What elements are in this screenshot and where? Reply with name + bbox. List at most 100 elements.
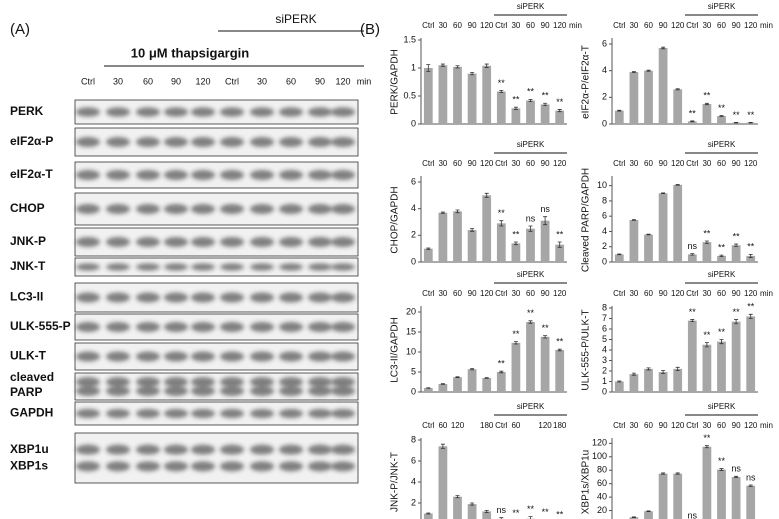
y-axis-label: ULK-555-P/ULK-T [581, 309, 592, 390]
x-tick-label: 30 [702, 289, 711, 298]
bar [423, 248, 433, 262]
x-tick-label: 60 [644, 21, 653, 30]
row-label: cleaved [10, 370, 54, 384]
y-tick-label: 6 [602, 38, 607, 48]
bar [423, 68, 433, 124]
blot-band [191, 377, 215, 387]
x-tick-label: Ctrl [422, 159, 435, 168]
significance-label: ns [526, 213, 536, 223]
blot-band [331, 322, 355, 332]
blot-band [106, 170, 130, 180]
x-tick-label: Ctrl [495, 289, 508, 298]
x-tick-label: 90 [732, 159, 741, 168]
blot-band [76, 386, 100, 396]
blot-band [308, 377, 332, 387]
y-tick-label: 4 [602, 65, 607, 75]
bar [482, 378, 492, 392]
y-tick-label: 2 [411, 497, 416, 507]
blot-band [191, 107, 215, 117]
error-bar [513, 241, 518, 246]
error-bar [675, 366, 680, 371]
x-tick-label: Ctrl [613, 289, 626, 298]
x-tick-label: 60 [453, 289, 462, 298]
blot-band [308, 263, 332, 271]
error-bar [661, 370, 666, 375]
y-tick-label: 7 [602, 313, 607, 323]
x-tick-label: 60 [526, 159, 535, 168]
blot-band [106, 377, 130, 387]
bar [731, 321, 741, 392]
bar [467, 230, 477, 262]
blot-band [279, 204, 303, 214]
blot-band [106, 107, 130, 117]
blot-band [220, 292, 244, 303]
bar [423, 513, 433, 519]
significance-label: ** [703, 228, 711, 238]
blot-band [164, 444, 188, 455]
blot-band [76, 408, 100, 419]
y-tick-label: 3 [602, 355, 607, 365]
row-label: PERK [10, 104, 44, 118]
bar [614, 110, 624, 124]
y-tick-label: 1 [411, 62, 416, 72]
x-tick-label: Ctrl [422, 289, 435, 298]
significance-label: ** [703, 91, 711, 101]
x-tick-label: 30 [511, 289, 520, 298]
x-unit: min [760, 21, 773, 30]
panel-a-label: (A) [10, 21, 30, 38]
blot-band [331, 204, 355, 214]
blot-band [308, 137, 332, 147]
bar [540, 336, 550, 392]
bar [702, 242, 712, 262]
error-bar [499, 517, 504, 519]
error-bar [484, 509, 489, 513]
error-bar [455, 495, 460, 499]
blot-band [136, 461, 160, 472]
bar [496, 372, 506, 392]
blot-band [106, 408, 130, 419]
blot-band [220, 386, 244, 396]
blot-band [136, 408, 160, 419]
bar [453, 377, 462, 392]
blot-band [331, 107, 355, 117]
y-tick-label: 10 [597, 180, 607, 190]
bar [717, 469, 726, 519]
blot-band [331, 461, 355, 472]
error-bar [543, 102, 548, 106]
group-label: siPERK [708, 402, 736, 411]
blot-band [279, 461, 303, 472]
bar [702, 104, 712, 124]
blot-band [191, 386, 215, 396]
y-tick-label: 6 [411, 455, 416, 465]
blot-band [279, 444, 303, 455]
significance-label: ** [747, 242, 755, 252]
y-axis-label: JNK-P/JNK-T [390, 452, 401, 512]
error-bar [499, 90, 504, 94]
x-tick-label: 60 [644, 421, 653, 430]
blot-band [76, 292, 100, 303]
lane-label: 90 [171, 76, 181, 86]
blot-band [331, 408, 355, 419]
blot-band [164, 107, 188, 117]
x-tick-label: Ctrl [686, 21, 699, 30]
bar [482, 65, 492, 124]
error-bar [440, 63, 445, 67]
x-tick-label: 90 [468, 289, 477, 298]
blot-band [250, 263, 274, 271]
blot-band [331, 263, 355, 271]
blot-band [250, 107, 274, 117]
bar [746, 316, 756, 392]
x-tick-label: Ctrl [613, 21, 626, 30]
x-tick-label: 120 [671, 289, 685, 298]
significance-label: ** [498, 359, 506, 369]
blot-band [308, 204, 332, 214]
x-tick-label: 120 [671, 421, 685, 430]
error-bar [513, 106, 518, 110]
x-unit: min [760, 421, 773, 430]
error-bar [704, 240, 709, 244]
error-bar [646, 367, 651, 371]
bar [687, 320, 697, 392]
error-bar [734, 243, 739, 247]
blot-band [76, 204, 100, 214]
x-tick-label: 60 [526, 289, 535, 298]
